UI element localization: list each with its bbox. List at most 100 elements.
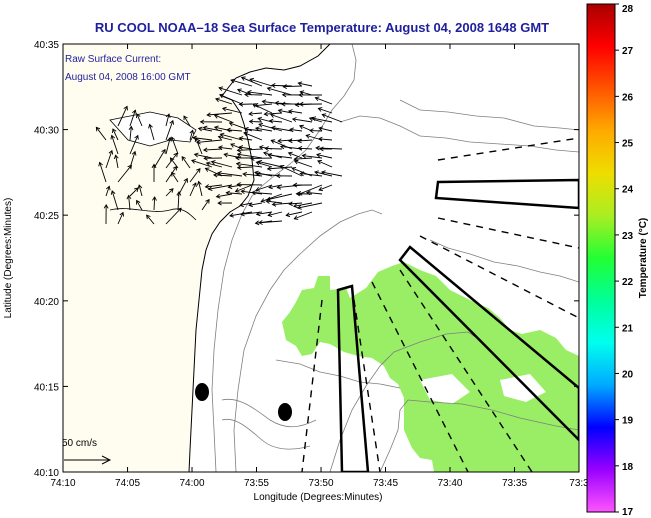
current-vector — [297, 81, 313, 87]
current-vector — [248, 202, 263, 208]
y-tick-label: 40:20 — [34, 297, 59, 308]
contour-4 — [379, 399, 579, 472]
current-vector — [196, 180, 203, 197]
x-tick-label: 74:00 — [180, 478, 205, 489]
current-vector — [197, 126, 213, 132]
current-vector — [251, 103, 273, 114]
current-vector — [292, 182, 313, 188]
zone-south-channel — [336, 284, 370, 472]
x-tick-label: 74:10 — [50, 478, 75, 489]
current-vector — [217, 135, 233, 141]
current-vector — [315, 145, 343, 151]
current-vector — [243, 126, 263, 132]
current-vector — [266, 166, 293, 172]
current-vector — [194, 137, 203, 155]
current-vector — [314, 96, 333, 105]
zone-east-lane — [434, 178, 579, 210]
current-vector — [129, 109, 137, 127]
current-vector — [293, 159, 313, 168]
colorbar-tick-label: 19 — [622, 416, 634, 427]
current-vector — [136, 199, 143, 211]
current-vector — [204, 184, 223, 189]
scale-arrow — [64, 455, 112, 465]
current-vector — [176, 191, 182, 211]
current-vector — [318, 184, 333, 192]
current-vector — [169, 157, 179, 169]
current-vector — [257, 159, 283, 168]
current-vector — [296, 202, 323, 210]
current-vector — [285, 211, 303, 218]
current-vector — [215, 97, 233, 105]
current-vector — [95, 126, 107, 141]
radial-line — [399, 269, 533, 472]
current-vector — [279, 165, 303, 177]
current-vector — [199, 119, 223, 125]
current-vector — [183, 115, 191, 127]
current-vector — [165, 188, 174, 197]
current-vector — [126, 194, 132, 211]
colorbar-tick-label: 21 — [622, 323, 634, 334]
colorbar-tick-label: 26 — [622, 92, 634, 103]
current-vector — [293, 211, 313, 220]
current-vector — [204, 167, 223, 177]
current-vector — [309, 128, 323, 134]
contour-5 — [399, 99, 579, 131]
y-tick-label: 40:30 — [34, 126, 59, 137]
current-vector — [117, 105, 128, 127]
x-tick-label: 73:35 — [502, 478, 527, 489]
colorbar-tick-label: 17 — [622, 507, 634, 518]
current-vector — [217, 200, 233, 206]
current-vector — [299, 171, 323, 177]
station-marker — [278, 403, 292, 421]
plot-area: 50 cm/s Raw Surface Current: August 04, … — [63, 44, 579, 472]
current-vector — [207, 184, 233, 192]
current-vector — [289, 127, 303, 133]
radial-line — [371, 281, 469, 472]
current-vector — [248, 111, 263, 117]
current-vector — [249, 77, 273, 87]
current-vector — [254, 102, 273, 108]
current-vector — [234, 184, 253, 193]
y-tick-label: 40:35 — [34, 40, 59, 51]
colorbar-tick-label: 23 — [622, 231, 634, 242]
current-vector — [230, 78, 253, 87]
bathymetry-contours — [211, 44, 579, 472]
current-vector — [236, 88, 253, 96]
current-vector — [268, 118, 283, 124]
current-vector — [103, 204, 109, 225]
contour-2 — [233, 209, 383, 472]
colorbar-tick-label: 18 — [622, 462, 634, 473]
current-vector — [275, 173, 293, 179]
colorbar-tick-label: 20 — [622, 369, 634, 380]
current-vector — [170, 136, 179, 155]
sst-gap-2 — [520, 310, 552, 330]
current-vector — [297, 145, 313, 151]
current-vector — [236, 182, 263, 188]
current-vector — [263, 111, 283, 117]
current-vector — [105, 149, 114, 169]
current-vector — [191, 159, 213, 168]
x-tick-label: 73:50 — [309, 478, 334, 489]
station-marker — [195, 383, 209, 401]
current-vector — [226, 127, 243, 133]
current-vector — [291, 117, 313, 123]
current-vector — [189, 129, 195, 141]
x-tick-label: 73:55 — [244, 478, 269, 489]
shipping-zones — [336, 178, 579, 472]
current-vector — [270, 113, 293, 123]
contour-9 — [221, 398, 317, 428]
current-vector — [234, 155, 253, 161]
x-tick-label: 74:05 — [115, 478, 140, 489]
annotation-line-1: Raw Surface Current: — [65, 54, 161, 65]
current-vector — [153, 148, 166, 169]
current-vector — [288, 201, 303, 207]
current-vector — [202, 147, 223, 153]
contour-6 — [339, 115, 579, 153]
current-vector — [129, 134, 139, 155]
current-vector — [297, 184, 323, 196]
current-vector — [110, 134, 119, 155]
current-vector — [282, 84, 303, 89]
current-vector — [189, 167, 201, 183]
x-axis: 74:10 74:05 74:00 73:55 73:50 73:45 73:40 73:35… — [50, 44, 589, 489]
colorbar-ticks: 17 18 19 20 21 22 23 24 25 26 27 28 — [615, 3, 634, 518]
